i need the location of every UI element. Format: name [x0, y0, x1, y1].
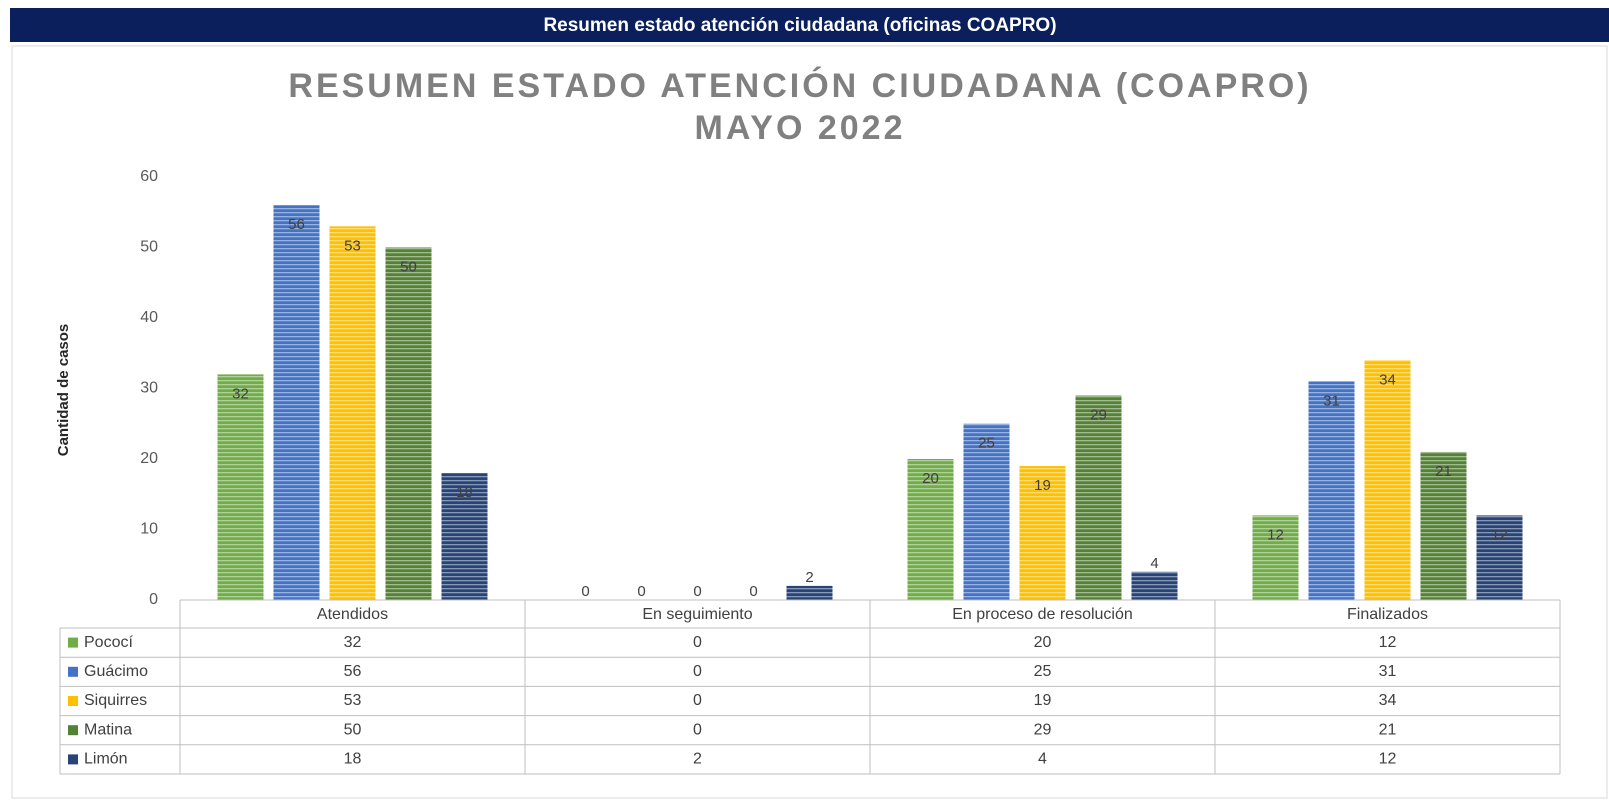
bar-texture: [1075, 395, 1122, 600]
table-cell: 25: [1034, 663, 1052, 680]
legend-swatch: [68, 725, 78, 736]
data-label: 20: [922, 470, 939, 487]
y-tick-label: 30: [140, 380, 158, 397]
bar-texture: [907, 459, 954, 600]
bar-texture: [1252, 515, 1299, 600]
legend-swatch: [68, 637, 78, 648]
table-cell: 0: [693, 634, 702, 651]
chart-frame: [11, 45, 1608, 799]
legend-label: Guácimo: [84, 663, 148, 680]
table-cell: 0: [693, 721, 702, 738]
bar-texture: [1364, 360, 1411, 600]
data-label: 0: [749, 583, 757, 600]
bar-texture: [786, 585, 833, 600]
header-bar: [10, 8, 1609, 42]
table-cell: 53: [344, 692, 362, 709]
table-cell: 56: [344, 663, 362, 680]
data-label: 4: [1150, 555, 1158, 572]
table-cell: 20: [1034, 634, 1052, 651]
x-tick-label: Finalizados: [1347, 606, 1428, 623]
data-label: 21: [1435, 463, 1452, 480]
data-label: 31: [1323, 392, 1340, 409]
data-label: 0: [693, 583, 701, 600]
table-cell: 18: [344, 751, 362, 768]
data-label: 18: [456, 484, 473, 501]
x-tick-label: Atendidos: [317, 606, 388, 623]
table-cell: 29: [1034, 721, 1052, 738]
y-tick-label: 60: [140, 168, 158, 185]
bar-texture: [963, 423, 1010, 600]
bar-texture: [385, 247, 432, 600]
y-tick-label: 50: [140, 239, 158, 256]
bar-texture: [1019, 466, 1066, 600]
table-cell: 2: [693, 751, 702, 768]
data-label: 29: [1090, 407, 1107, 424]
legend-label: Matina: [84, 721, 132, 738]
chart-subtitle: MAYO 2022: [695, 109, 906, 147]
bar-texture: [1476, 515, 1523, 600]
header-title: Resumen estado atención ciudadana (ofici…: [543, 15, 1056, 36]
table-cell: 31: [1379, 663, 1397, 680]
data-label: 19: [1034, 477, 1051, 494]
bar-texture: [217, 374, 264, 600]
bar-texture: [1131, 571, 1178, 600]
y-tick-label: 20: [140, 450, 158, 467]
bar-texture: [1308, 381, 1355, 600]
data-label: 50: [400, 258, 417, 275]
data-label: 56: [288, 216, 305, 233]
y-tick-label: 10: [140, 521, 158, 538]
chart-title: RESUMEN ESTADO ATENCIÓN CIUDADANA (COAPR…: [288, 67, 1311, 105]
legend-swatch: [68, 696, 78, 706]
x-tick-label: En proceso de resolución: [952, 606, 1133, 623]
data-label: 25: [978, 435, 995, 452]
table-cell: 12: [1379, 634, 1397, 651]
legend-label: Pococí: [84, 634, 133, 651]
y-axis-label: Cantidad de casos: [55, 324, 72, 457]
y-tick-label: 0: [149, 591, 158, 608]
data-label: 12: [1491, 526, 1508, 543]
bar-texture: [441, 473, 488, 600]
table-cell: 12: [1379, 751, 1397, 768]
table-cell: 0: [693, 692, 702, 709]
data-label: 53: [344, 237, 361, 254]
data-label: 34: [1379, 371, 1396, 388]
bar-texture: [1420, 451, 1467, 600]
table-cell: 32: [344, 634, 362, 651]
table-cell: 0: [693, 663, 702, 680]
table-cell: 4: [1038, 751, 1047, 768]
data-label: 2: [805, 569, 813, 586]
data-label: 0: [637, 583, 645, 600]
y-tick-label: 40: [140, 309, 158, 326]
data-label: 32: [232, 385, 249, 402]
data-label: 12: [1267, 526, 1284, 543]
bar-texture: [273, 205, 320, 600]
legend-swatch: [68, 754, 78, 765]
legend-label: Siquirres: [84, 692, 147, 709]
data-label: 0: [581, 583, 589, 600]
legend-swatch: [68, 666, 78, 677]
x-tick-label: En seguimiento: [642, 606, 752, 623]
table-cell: 34: [1379, 692, 1397, 709]
table-cell: 21: [1379, 721, 1397, 738]
bar-texture: [329, 226, 376, 600]
legend-label: Limón: [84, 751, 128, 768]
table-cell: 19: [1034, 692, 1052, 709]
table-cell: 50: [344, 721, 362, 738]
